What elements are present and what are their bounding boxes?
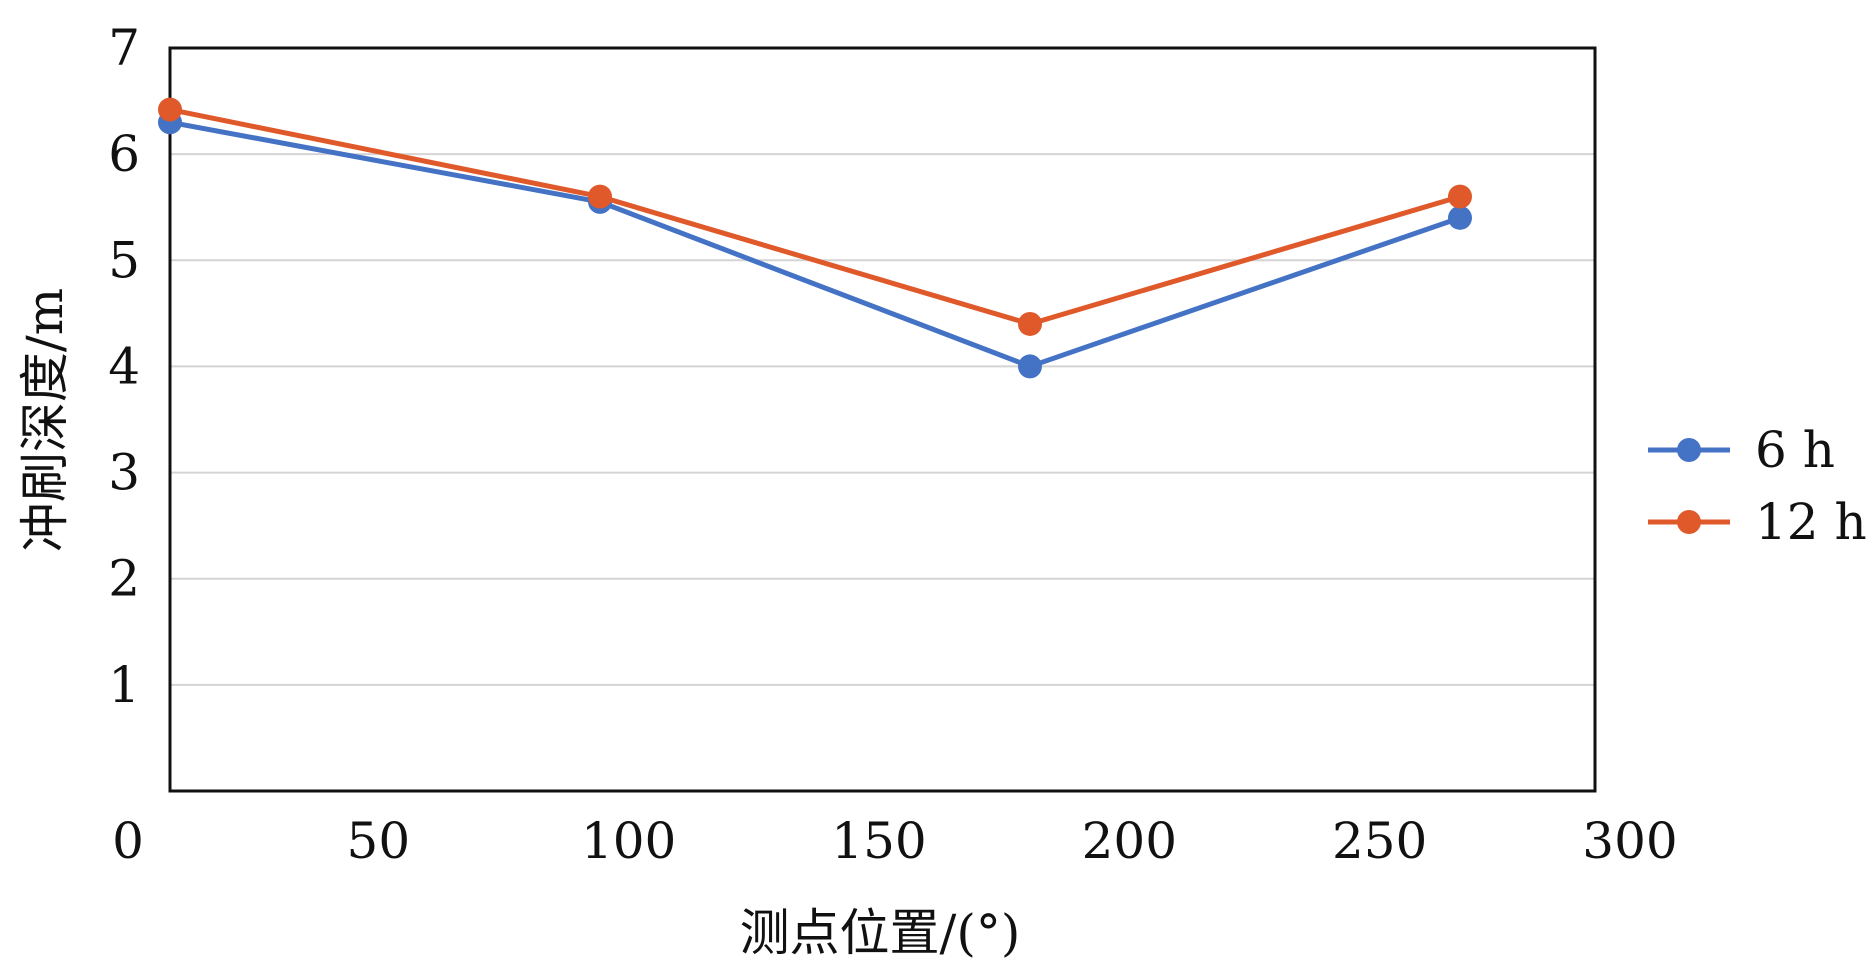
x-tick-label: 300 — [1582, 812, 1677, 870]
series-0 — [158, 110, 1472, 379]
x-axis-title: 测点位置/(°) — [740, 904, 1021, 962]
series-1 — [158, 97, 1472, 336]
x-axis-ticks: 0 50 100 150 200 250 300 — [112, 812, 1678, 870]
series-line-0 — [169, 119, 1461, 369]
y-tick-label: 4 — [108, 337, 140, 395]
x-tick-label: 50 — [347, 812, 411, 870]
legend-label: 12 h — [1755, 493, 1867, 551]
y-axis-ticks: 1 2 3 4 5 6 7 — [108, 19, 140, 714]
legend-label: 6 h — [1755, 421, 1835, 479]
y-tick-label: 6 — [108, 125, 140, 183]
x-tick-label: 150 — [831, 812, 926, 870]
legend-swatch-marker — [1677, 510, 1701, 534]
legend: 6 h 12 h — [1648, 421, 1867, 551]
data-point-0-2 — [1018, 354, 1042, 379]
data-point-1-3 — [1448, 184, 1472, 209]
legend-swatch-marker — [1677, 438, 1701, 462]
y-tick-label: 7 — [108, 19, 140, 77]
plot-area-frame — [168, 46, 1597, 793]
data-point-1-2 — [1018, 311, 1042, 336]
y-tick-label: 2 — [108, 550, 140, 608]
y-tick-label: 5 — [108, 231, 140, 289]
series-line-1 — [169, 107, 1461, 327]
x-tick-label: 100 — [581, 812, 676, 870]
y-tick-label: 1 — [108, 656, 140, 714]
x-tick-label: 200 — [1082, 812, 1177, 870]
y-axis-title: 冲刷深度/m — [16, 288, 74, 552]
grid-lines — [170, 153, 1595, 686]
y-tick-label: 3 — [108, 444, 140, 502]
legend-item-1: 12 h — [1648, 493, 1867, 551]
data-point-1-0 — [158, 97, 182, 122]
x-tick-label: 250 — [1332, 812, 1427, 870]
data-point-0-3 — [1448, 205, 1472, 230]
data-point-1-1 — [588, 184, 612, 209]
legend-item-0: 6 h — [1648, 421, 1835, 479]
series-layer — [158, 97, 1472, 379]
x-tick-label: 0 — [112, 812, 144, 870]
